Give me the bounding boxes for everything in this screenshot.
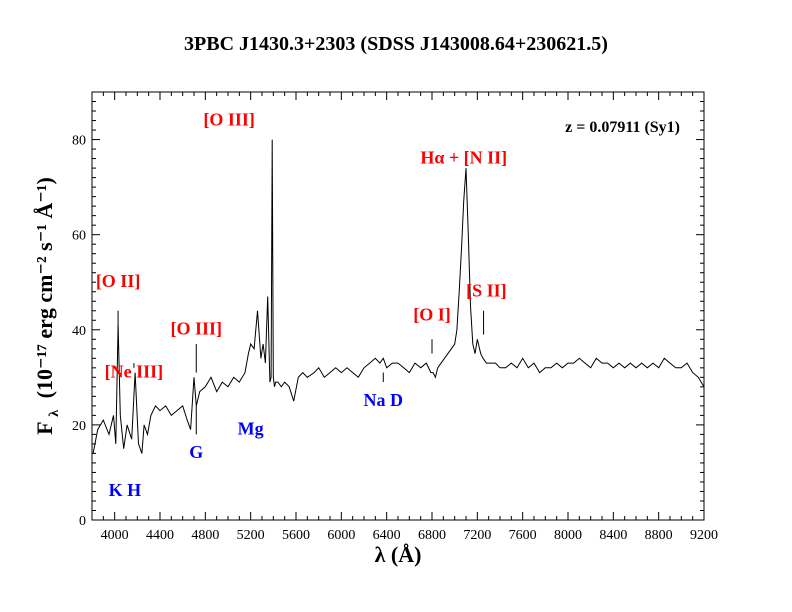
annotation-absorption: Na D bbox=[364, 390, 404, 410]
x-tick-label: 6000 bbox=[327, 528, 355, 543]
minor-ticks bbox=[91, 91, 704, 520]
y-tick-label: 40 bbox=[72, 324, 86, 339]
annotation-absorption: K H bbox=[109, 480, 142, 500]
x-tick-label: 7200 bbox=[463, 528, 491, 543]
svg-text:F λ (10⁻¹⁷ erg cm⁻: F λ (10⁻¹⁷ erg cm⁻² s⁻¹ Å⁻¹) bbox=[32, 177, 63, 435]
x-tick-label: 8400 bbox=[599, 528, 627, 543]
annotation-absorption: Mg bbox=[238, 418, 264, 438]
plot-frame bbox=[91, 91, 705, 521]
annotation-emission: Hα + [N II] bbox=[420, 147, 507, 167]
spectrum-line bbox=[92, 139, 705, 454]
y-axis-label: F λ (10⁻¹⁷ erg cm⁻² s⁻¹ Å⁻¹) bbox=[32, 177, 63, 435]
x-tick-label: 4400 bbox=[146, 528, 174, 543]
y-axis-label-sub: λ bbox=[47, 410, 62, 417]
x-axis-label: λ (Å) bbox=[375, 542, 422, 567]
x-tick-label: 4800 bbox=[191, 528, 219, 543]
x-tick-label: 6800 bbox=[418, 528, 446, 543]
x-tick-label: 5600 bbox=[282, 528, 310, 543]
redshift-label: z = 0.07911 (Sy1) bbox=[565, 119, 680, 136]
y-tick-label: 20 bbox=[72, 419, 86, 434]
y-axis-label-main: F bbox=[32, 422, 57, 435]
annotation-absorption: G bbox=[189, 442, 203, 462]
annotation-emission: [O III] bbox=[171, 319, 223, 339]
chart-title: 3PBC J1430.3+2303 (SDSS J143008.64+23062… bbox=[184, 33, 608, 55]
x-tick-label: 7600 bbox=[509, 528, 537, 543]
annotation-emission: [O III] bbox=[203, 109, 255, 129]
x-tick-label: 8000 bbox=[554, 528, 582, 543]
y-axis-ticks: 0 20 40 60 80 bbox=[72, 134, 704, 529]
y-tick-label: 80 bbox=[72, 134, 86, 149]
x-tick-label: 8800 bbox=[645, 528, 673, 543]
line-annotations: [O III] Hα + [N II] [O II] [O III] [Ne III] [… bbox=[96, 109, 507, 500]
annotation-emission: [O II] bbox=[96, 271, 141, 291]
x-axis-ticks: 4000 4400 4800 5200 5600 6000 6400 6800 7200 7600… bbox=[101, 92, 718, 543]
x-tick-label: 4000 bbox=[101, 528, 129, 543]
annotation-emission: [Ne III] bbox=[105, 361, 164, 381]
annotation-emission: [S II] bbox=[466, 280, 507, 300]
x-tick-label: 9200 bbox=[690, 528, 718, 543]
y-axis-label-units: (10⁻¹⁷ erg cm⁻² s⁻¹ Å⁻¹) bbox=[32, 177, 57, 398]
y-tick-label: 60 bbox=[72, 229, 86, 244]
x-tick-label: 6400 bbox=[373, 528, 401, 543]
y-tick-label: 0 bbox=[79, 514, 86, 529]
x-tick-label: 5200 bbox=[237, 528, 265, 543]
annotation-emission: [O I] bbox=[413, 304, 451, 324]
